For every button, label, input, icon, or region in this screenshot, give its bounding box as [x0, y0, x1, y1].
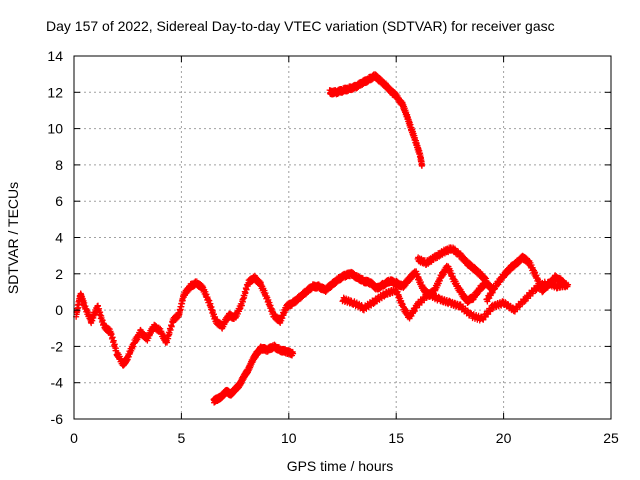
y-tick-label: 0	[55, 302, 63, 318]
y-tick-label: 14	[47, 48, 63, 64]
series-lower-arc	[210, 341, 297, 406]
series-upper-lobe	[414, 244, 490, 285]
data-point	[290, 350, 297, 357]
data-point	[483, 278, 490, 285]
y-tick-labels: -6 -4 -2 0 2 4 6 8 10 12 14	[47, 48, 63, 427]
y-tick-label: -2	[51, 338, 64, 354]
y-tick-label: 4	[55, 230, 63, 246]
series-upper-arc	[326, 71, 425, 169]
y-tick-label: 2	[55, 266, 63, 282]
y-tick-label: 12	[47, 84, 63, 100]
y-tick-label: -4	[51, 375, 64, 391]
x-tick-label: 15	[388, 430, 404, 446]
x-tick-label: 10	[281, 430, 297, 446]
series-right-late	[483, 252, 569, 305]
x-axis-label: GPS time / hours	[287, 458, 394, 474]
axis-ticks	[73, 55, 612, 420]
y-tick-label: 6	[55, 193, 63, 209]
y-tick-label: -6	[51, 411, 64, 427]
grid	[74, 56, 611, 419]
series-main-band	[73, 262, 496, 369]
data-points	[73, 71, 572, 406]
y-tick-label: 8	[55, 157, 63, 173]
y-tick-label: 10	[47, 121, 63, 137]
x-tick-label: 0	[70, 430, 78, 446]
data-point	[562, 283, 569, 290]
x-tick-labels: 0 5 10 15 20 25	[70, 430, 619, 446]
chart-title: Day 157 of 2022, Sidereal Day-to-day VTE…	[46, 18, 555, 34]
x-tick-label: 25	[603, 430, 619, 446]
data-point	[418, 161, 425, 168]
y-axis-label: SDTVAR / TECUs	[5, 182, 21, 294]
x-tick-label: 5	[178, 430, 186, 446]
x-tick-label: 20	[496, 430, 512, 446]
